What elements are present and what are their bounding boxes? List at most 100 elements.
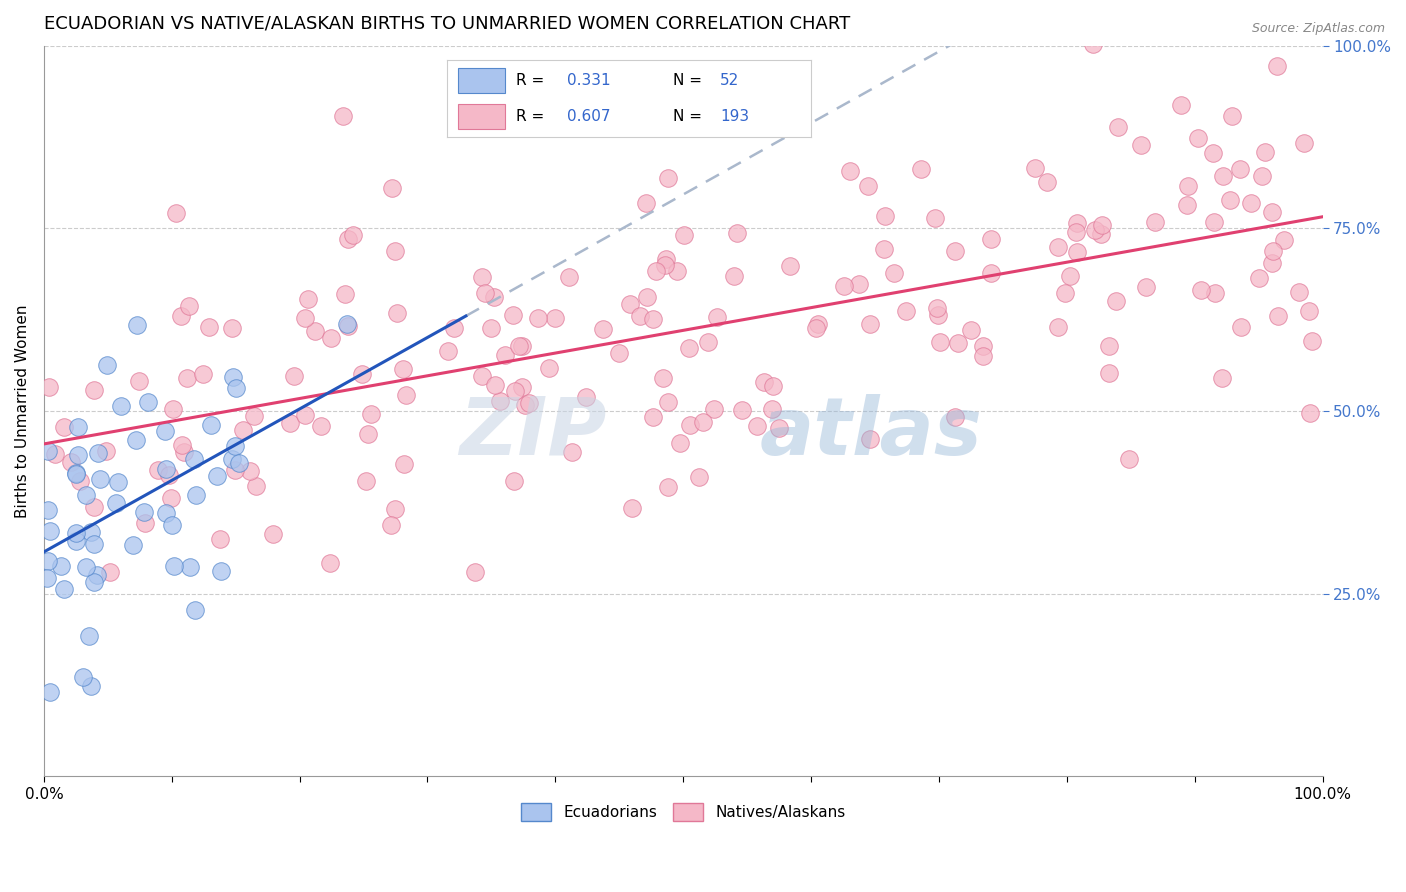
Legend: Ecuadorians, Natives/Alaskans: Ecuadorians, Natives/Alaskans bbox=[515, 797, 852, 827]
Point bbox=[1189, 283, 1212, 297]
Point bbox=[198, 319, 221, 334]
Point bbox=[157, 467, 180, 482]
Point bbox=[838, 163, 860, 178]
Point bbox=[859, 317, 882, 331]
Point bbox=[170, 310, 193, 324]
Point bbox=[489, 394, 512, 409]
Point bbox=[52, 582, 75, 596]
Point bbox=[53, 420, 76, 434]
Point bbox=[80, 679, 103, 693]
Point bbox=[980, 232, 1002, 246]
Point bbox=[162, 401, 184, 416]
Point bbox=[607, 346, 630, 360]
Point bbox=[972, 349, 994, 363]
Point bbox=[484, 377, 506, 392]
Point bbox=[1272, 233, 1295, 247]
Point bbox=[943, 244, 966, 258]
Point bbox=[163, 559, 186, 574]
Point bbox=[278, 416, 301, 430]
Point bbox=[832, 278, 855, 293]
Point bbox=[1251, 169, 1274, 184]
Point bbox=[592, 321, 614, 335]
Point bbox=[342, 228, 364, 243]
Point bbox=[1084, 223, 1107, 237]
Point bbox=[222, 370, 245, 384]
Point bbox=[205, 468, 228, 483]
Point bbox=[575, 390, 598, 404]
Point bbox=[294, 409, 316, 423]
Point bbox=[1298, 303, 1320, 318]
Point bbox=[66, 420, 89, 434]
Point bbox=[385, 306, 408, 320]
Point bbox=[1066, 216, 1088, 230]
Point bbox=[357, 426, 380, 441]
Point bbox=[107, 475, 129, 489]
Point bbox=[443, 321, 465, 335]
Point bbox=[1135, 280, 1157, 294]
Point bbox=[208, 533, 231, 547]
Point bbox=[283, 369, 305, 384]
Point bbox=[184, 603, 207, 617]
Point bbox=[1298, 406, 1320, 420]
Point bbox=[1054, 285, 1077, 300]
Point bbox=[1036, 175, 1059, 189]
Point bbox=[1218, 194, 1240, 208]
Point bbox=[657, 170, 679, 185]
Point bbox=[980, 266, 1002, 280]
Point bbox=[1220, 109, 1243, 123]
Point bbox=[645, 264, 668, 278]
Point bbox=[692, 415, 714, 429]
Point bbox=[924, 211, 946, 226]
Point bbox=[768, 421, 790, 435]
Point bbox=[179, 560, 201, 574]
Point bbox=[643, 311, 665, 326]
Point bbox=[474, 285, 496, 300]
Point bbox=[132, 505, 155, 519]
Point bbox=[221, 320, 243, 334]
Point bbox=[381, 181, 404, 195]
Point bbox=[242, 409, 264, 424]
Point bbox=[706, 310, 728, 324]
Point bbox=[910, 161, 932, 176]
Point bbox=[558, 269, 581, 284]
Point bbox=[652, 371, 675, 385]
Point bbox=[392, 457, 415, 471]
Point bbox=[1066, 244, 1088, 259]
Text: atlas: atlas bbox=[761, 394, 983, 472]
Point bbox=[723, 268, 745, 283]
Point bbox=[38, 524, 60, 538]
Point bbox=[39, 685, 62, 699]
Point bbox=[1301, 334, 1323, 348]
Point bbox=[1170, 98, 1192, 112]
Point bbox=[1174, 24, 1197, 38]
Point bbox=[512, 380, 534, 394]
Point bbox=[619, 297, 641, 311]
Point bbox=[960, 323, 983, 337]
Point bbox=[155, 462, 177, 476]
Point bbox=[238, 464, 260, 478]
Point bbox=[173, 445, 195, 459]
Point bbox=[105, 496, 128, 510]
Point bbox=[44, 447, 66, 461]
Text: ECUADORIAN VS NATIVE/ALASKAN BIRTHS TO UNMARRIED WOMEN CORRELATION CHART: ECUADORIAN VS NATIVE/ALASKAN BIRTHS TO U… bbox=[44, 15, 851, 33]
Point bbox=[1059, 269, 1081, 284]
Point bbox=[146, 463, 169, 477]
Point bbox=[1083, 37, 1105, 51]
Point bbox=[630, 309, 652, 323]
Point bbox=[665, 264, 688, 278]
Point bbox=[337, 232, 360, 246]
Point bbox=[471, 369, 494, 384]
Point bbox=[86, 568, 108, 582]
Point bbox=[125, 433, 148, 447]
Point bbox=[1107, 120, 1129, 134]
Point bbox=[697, 335, 720, 350]
Point bbox=[186, 488, 208, 502]
Point bbox=[153, 425, 176, 439]
Point bbox=[688, 470, 710, 484]
Point bbox=[94, 443, 117, 458]
Point bbox=[1046, 240, 1069, 254]
Point bbox=[725, 226, 748, 240]
Point bbox=[350, 368, 373, 382]
Point bbox=[165, 206, 187, 220]
Point bbox=[224, 439, 246, 453]
